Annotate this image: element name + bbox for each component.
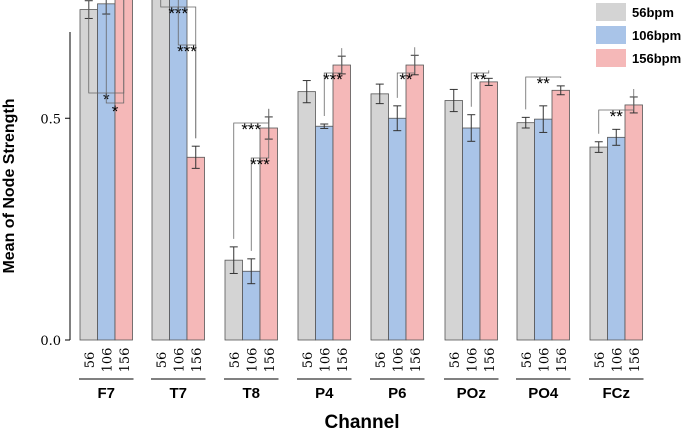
bar-FCz-56bpm — [589, 146, 608, 341]
x-sub-label-FCz-156: 156 — [628, 348, 643, 373]
group-label-FCz: FCz — [603, 385, 631, 402]
y-axis-label: Mean of Node Strength — [1, 98, 18, 273]
sig-label-F7-1: * — [112, 102, 119, 121]
significance-brackets: ***************** ** ** **** — [88, 0, 635, 251]
x-sub-label-T7-56: 56 — [155, 352, 170, 369]
x-sub-label-POz-106: 106 — [465, 348, 480, 373]
x-sub-label-POz-56: 56 — [448, 352, 463, 369]
group-label-P4: P4 — [315, 385, 334, 402]
x-sub-label-P4-56: 56 — [301, 352, 316, 369]
legend-label-156bpm: 156bpm — [632, 51, 681, 66]
group-label-P6: P6 — [388, 385, 406, 402]
y-tick-label-0: 0.0 — [40, 334, 61, 349]
bar-POz-106bpm — [462, 127, 481, 341]
x-sub-label-T8-106: 106 — [245, 348, 260, 373]
sig-bracket-PO4-9 — [525, 76, 562, 110]
bar-P4-156bpm — [332, 64, 351, 341]
sig-label-T8-4: *** — [241, 120, 261, 139]
x-sub-label-P4-106: 106 — [318, 348, 333, 373]
sig-label-T7-3: *** — [177, 42, 197, 61]
x-sub-label-F7-106: 106 — [100, 348, 115, 373]
x-sub-label-P6-106: 106 — [391, 348, 406, 373]
sig-bracket-P6-7 — [396, 47, 416, 98]
y-tick-label-1: 0.5 — [40, 112, 61, 127]
x-sub-label-FCz-56: 56 — [593, 352, 608, 369]
legend-swatch-56bpm — [596, 3, 626, 21]
bar-PO4-56bpm — [516, 122, 535, 341]
bar-P6-106bpm — [388, 117, 407, 341]
bar-P4-56bpm — [297, 91, 316, 341]
x-sub-label-PO4-156: 156 — [555, 348, 570, 373]
legend-swatch-156bpm — [596, 49, 626, 67]
sig-label-P6-7: ** — [399, 70, 413, 89]
x-sub-label-F7-56: 56 — [83, 352, 98, 369]
x-sub-label-T7-156: 156 — [190, 348, 205, 373]
bar-PO4-156bpm — [551, 89, 570, 341]
sig-bracket-T8-5 — [250, 108, 270, 251]
x-sub-label-POz-156: 156 — [483, 348, 498, 373]
x-sub-label-P6-156: 156 — [409, 348, 424, 373]
x-sub-label-F7-156: 156 — [118, 348, 133, 373]
bar-F7-156bpm — [114, 0, 133, 341]
bar-FCz-156bpm — [624, 104, 643, 341]
group-label-T7: T7 — [169, 385, 187, 402]
group-label-F7: F7 — [97, 385, 115, 402]
x-sub-label-P6-56: 56 — [374, 352, 389, 369]
bar-P6-156bpm — [405, 64, 424, 341]
legend-swatch-106bpm — [596, 26, 626, 44]
sig-bracket-POz-8 — [470, 70, 490, 107]
legend-label-56bpm: 56bpm — [632, 5, 674, 20]
sig-label-POz-8: ** — [473, 70, 487, 89]
x-sub-label-PO4-106: 106 — [537, 348, 552, 373]
x-sub-label-P4-156: 156 — [336, 348, 351, 373]
legend: 56bpm 106bpm 156bpm — [596, 3, 681, 67]
bar-POz-156bpm — [479, 81, 498, 341]
x-sub-label-PO4-56: 56 — [520, 352, 535, 369]
sig-label-P4-6: *** — [323, 70, 343, 89]
bar-T7-56bpm — [151, 0, 170, 341]
sig-label-FCz-10: ** — [610, 107, 624, 126]
sig-bracket-P4-6 — [323, 48, 343, 117]
bars — [79, 0, 643, 341]
x-sub-label-T7-106: 106 — [172, 348, 187, 373]
bar-FCz-106bpm — [607, 136, 626, 341]
legend-label-106bpm: 106bpm — [632, 28, 681, 43]
sig-bracket-FCz-10 — [598, 88, 635, 134]
bar-P6-56bpm — [370, 93, 389, 341]
bar-PO4-106bpm — [534, 118, 553, 341]
group-label-T8: T8 — [242, 385, 260, 402]
sig-bracket-F7-1 — [105, 0, 125, 104]
bar-POz-56bpm — [444, 100, 463, 341]
x-sub-label-FCz-106: 106 — [610, 348, 625, 373]
sig-label-PO4-9: ** — [537, 74, 551, 93]
bar-T7-156bpm — [186, 156, 205, 341]
group-label-POz: POz — [457, 385, 486, 402]
sig-bracket-T7-3 — [177, 0, 197, 139]
group-label-PO4: PO4 — [528, 385, 559, 402]
axes: 0.00.51.0 — [40, 32, 71, 349]
x-sub-label-T8-56: 56 — [228, 352, 243, 369]
x-axis-label: Channel — [325, 412, 400, 432]
bar-T7-106bpm — [169, 0, 188, 341]
bar-P4-106bpm — [315, 125, 334, 341]
x-sub-label-T8-156: 156 — [263, 348, 278, 373]
sig-label-T8-5: *** — [250, 155, 270, 174]
